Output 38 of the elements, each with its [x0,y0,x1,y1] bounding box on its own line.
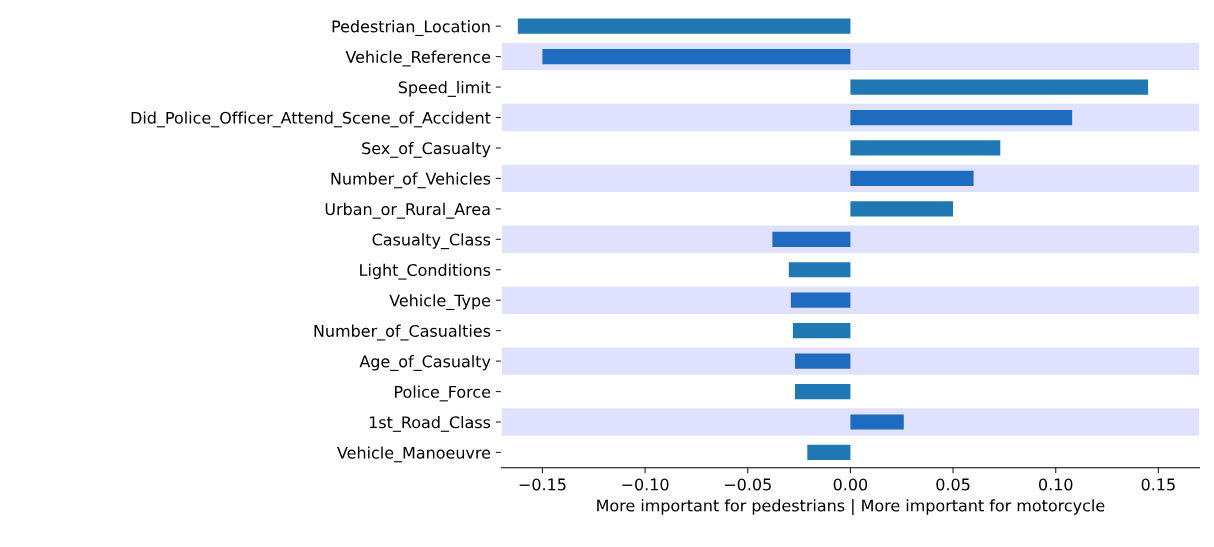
bar [807,444,851,461]
x-axis-title: More important for pedestrians | More important for motorcycle [597,499,1105,516]
y-tick-label: 1st_Road_Class [369,415,491,432]
x-tick-label: 0.05 [936,478,970,491]
y-tick-label: Age_of_Casualty [359,355,491,371]
bar [850,140,1001,156]
y-tick-label: Light_Conditions [360,263,491,280]
bar [794,383,851,400]
y-tick-label: Casualty_Class [372,233,491,250]
x-tick-label: −0.15 [519,478,566,491]
y-tick-label: Number_of_Casualties [314,324,491,341]
bar [850,170,974,187]
bar [517,18,851,34]
y-tick-label: Sex_of_Casualty [362,141,491,158]
y-tick-label: Vehicle_Manoeuvre [337,446,491,463]
x-tick-label: −0.10 [622,478,669,491]
bar [790,292,851,308]
y-tick-label: Police_Force [395,385,491,402]
bar [792,323,851,339]
y-tick-label: Vehicle_Reference [345,50,491,67]
bar [850,414,904,430]
bar [850,201,954,217]
x-tick-label: 0.15 [1141,478,1175,491]
y-tick-label: Did_Police_Officer_Attend_Scene_of_Accident [131,111,491,128]
y-tick-label: Number_of_Vehicles [331,172,491,189]
bar [850,79,1149,95]
bar [772,231,851,247]
x-tick-label: 0.00 [833,478,868,491]
bar [850,109,1073,126]
y-tick-label: Urban_or_Rural_Area [325,202,490,219]
y-tick-label: Pedestrian_Location [332,20,490,36]
x-tick-label: −0.05 [724,478,771,491]
y-tick-label: Speed_limit [398,81,491,97]
bar [794,353,851,369]
x-tick-label: 0.10 [1038,478,1073,491]
bar [542,49,851,65]
y-tick-label: Vehicle_Type [389,294,491,311]
bar [788,262,851,278]
